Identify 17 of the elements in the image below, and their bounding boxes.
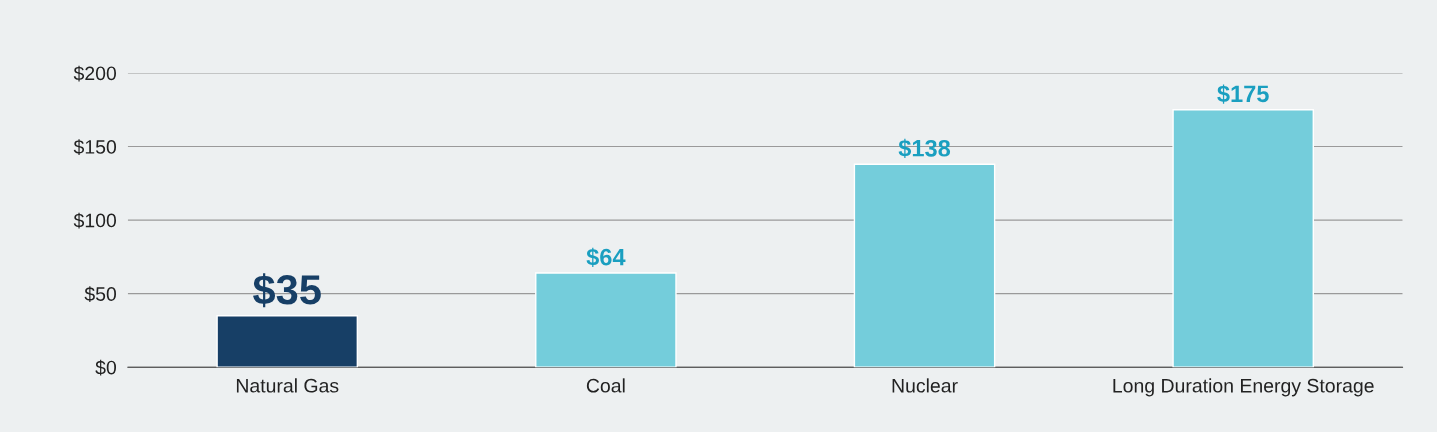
y-tick-label: $0 — [95, 359, 117, 376]
bar — [535, 272, 677, 368]
x-tick-label: Natural Gas — [236, 378, 339, 393]
data-label: $64 — [586, 247, 626, 267]
y-tick-label: $150 — [73, 139, 117, 155]
bar — [1172, 109, 1314, 368]
y-tick-label: $200 — [73, 65, 117, 82]
x-tick-label: Coal — [586, 378, 625, 393]
x-tick-label: Long Duration Energy Storage — [1113, 378, 1374, 397]
x-tick-label: Nuclear — [892, 378, 958, 393]
data-label: $35 — [253, 273, 321, 308]
bar — [216, 315, 359, 368]
data-label: $138 — [898, 138, 951, 159]
data-label: $175 — [1217, 84, 1269, 104]
y-tick-label: $100 — [73, 212, 117, 229]
y-tick-label: $50 — [84, 286, 117, 303]
bar — [853, 163, 996, 368]
